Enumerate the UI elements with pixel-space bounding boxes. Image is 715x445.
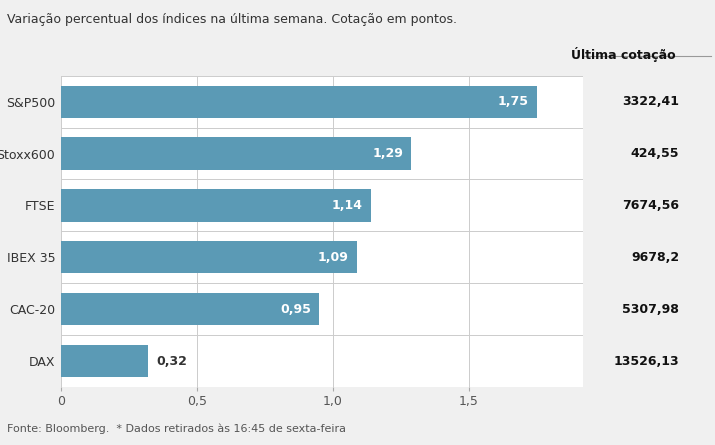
Text: Variação percentual dos índices na última semana. Cotação em pontos.: Variação percentual dos índices na últim… bbox=[7, 13, 457, 26]
Text: 1,09: 1,09 bbox=[318, 251, 349, 264]
Bar bbox=[61, 345, 148, 377]
Text: 1,75: 1,75 bbox=[498, 95, 528, 108]
Text: Última cotação: Última cotação bbox=[571, 47, 676, 62]
Text: 0,95: 0,95 bbox=[280, 303, 311, 316]
Text: 13526,13: 13526,13 bbox=[613, 355, 679, 368]
Bar bbox=[61, 293, 319, 325]
Text: 424,55: 424,55 bbox=[631, 147, 679, 160]
Text: 7674,56: 7674,56 bbox=[622, 199, 679, 212]
Text: 0,32: 0,32 bbox=[156, 355, 187, 368]
Text: 3322,41: 3322,41 bbox=[622, 95, 679, 108]
Text: 1,29: 1,29 bbox=[373, 147, 403, 160]
Text: Fonte: Bloomberg.  * Dados retirados às 16:45 de sexta-feira: Fonte: Bloomberg. * Dados retirados às 1… bbox=[7, 423, 346, 434]
Text: 9678,2: 9678,2 bbox=[631, 251, 679, 264]
Bar bbox=[61, 241, 357, 273]
Text: 5307,98: 5307,98 bbox=[622, 303, 679, 316]
Bar bbox=[61, 138, 411, 170]
Text: 1,14: 1,14 bbox=[332, 199, 363, 212]
Bar bbox=[61, 85, 536, 117]
Bar bbox=[61, 190, 370, 222]
